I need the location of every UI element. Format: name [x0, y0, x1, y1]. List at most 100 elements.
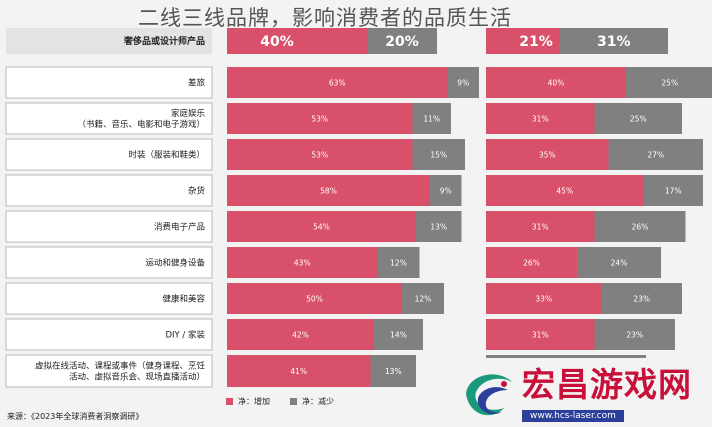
- data-label-decrease: 26%: [632, 223, 649, 232]
- data-label-increase: 31%: [532, 223, 549, 232]
- data-label-decrease: 9%: [440, 187, 452, 196]
- data-label-decrease: 25%: [630, 115, 647, 124]
- category-box: [5, 282, 213, 315]
- bar-decrease: [643, 175, 703, 206]
- overlay-title: 二线三线品牌，影响消费者的品质生活: [138, 6, 512, 30]
- data-label-decrease: 9%: [457, 79, 469, 88]
- data-label-increase: 35%: [539, 151, 556, 160]
- bar-increase: [486, 211, 595, 242]
- data-label-decrease: 27%: [647, 151, 664, 160]
- category-box: [6, 28, 212, 54]
- bar-decrease: [601, 283, 682, 314]
- watermark-logo: [466, 374, 512, 416]
- data-label-decrease: 15%: [430, 151, 447, 160]
- legend-label-decrease: 净：减少: [302, 397, 334, 406]
- data-label-increase: 63%: [329, 79, 346, 88]
- legend-swatch-increase: [226, 398, 233, 405]
- data-label-increase: 40%: [260, 34, 294, 50]
- legend-swatch-decrease: [290, 398, 297, 405]
- data-label-increase: 45%: [556, 187, 573, 196]
- bar-decrease: [370, 355, 416, 387]
- bar-decrease: [374, 319, 423, 350]
- data-label-increase: 43%: [294, 259, 311, 268]
- bar-decrease: [608, 139, 703, 170]
- bar-increase: [227, 175, 430, 206]
- category-box: [5, 246, 213, 279]
- source-note: 来源：《2023年全球消费者洞察调研》: [7, 412, 144, 421]
- data-label-increase: 33%: [535, 295, 552, 304]
- data-label-decrease: 11%: [423, 115, 440, 124]
- data-label-increase: 40%: [548, 79, 565, 88]
- category-box: [5, 174, 213, 207]
- data-label-increase: 31%: [532, 115, 549, 124]
- category-box: [5, 138, 213, 171]
- bar-decrease: [594, 211, 686, 242]
- legend: 净：增加 净：减少: [226, 396, 334, 407]
- data-label-decrease: 13%: [385, 367, 402, 376]
- bar-partial: [486, 355, 646, 358]
- bar-increase: [227, 211, 416, 242]
- bar-increase: [486, 175, 644, 206]
- data-label-decrease: 23%: [626, 331, 643, 340]
- category-box: [5, 210, 213, 243]
- category-label: 运动和健身设备: [145, 258, 205, 269]
- data-label-increase: 21%: [519, 34, 553, 50]
- watermark-name: 宏昌游戏网: [522, 364, 692, 404]
- data-label-increase: 50%: [306, 295, 323, 304]
- data-label-increase: 58%: [320, 187, 337, 196]
- bar-decrease: [412, 139, 465, 170]
- bar-increase: [227, 319, 374, 350]
- data-label-decrease: 12%: [390, 259, 407, 268]
- bar-decrease: [626, 67, 712, 98]
- category-label: 虚拟在线活动、课程或事件（健身课程、烹饪: [35, 361, 206, 372]
- data-label-increase: 31%: [532, 331, 549, 340]
- bar-increase: [486, 247, 577, 278]
- bar-increase: [227, 67, 448, 98]
- data-label-decrease: 13%: [430, 223, 447, 232]
- bar-increase: [486, 67, 626, 98]
- data-label-increase: 53%: [311, 115, 328, 124]
- legend-item-increase: 净：增加: [226, 396, 270, 407]
- data-label-decrease: 14%: [390, 331, 407, 340]
- category-label: 健康和美容: [162, 294, 205, 305]
- bar-increase: [227, 355, 371, 387]
- data-label-decrease: 25%: [661, 79, 678, 88]
- legend-label-increase: 净：增加: [238, 397, 270, 406]
- data-label-increase: 41%: [290, 367, 307, 376]
- category-label: 奢侈品或设计师产品: [123, 35, 205, 47]
- category-label: DIY / 家装: [165, 330, 205, 341]
- bar-increase: [486, 319, 595, 350]
- data-label-decrease: 20%: [385, 34, 419, 50]
- category-label: 消费电子产品: [154, 222, 205, 233]
- category-box: [5, 354, 213, 388]
- bar-decrease: [377, 247, 420, 278]
- bar-decrease: [447, 67, 479, 98]
- bar-increase: [486, 283, 602, 314]
- category-label: 家庭娱乐: [171, 108, 206, 119]
- bar-increase: [227, 28, 367, 54]
- data-label-increase: 42%: [292, 331, 309, 340]
- bar-increase: [227, 103, 413, 134]
- bar-increase: [227, 247, 378, 278]
- data-label-increase: 54%: [313, 223, 330, 232]
- watermark: 宏昌游戏网 www.hcs-laser.com: [458, 364, 692, 424]
- bar-decrease: [367, 28, 437, 54]
- data-label-decrease: 24%: [611, 259, 628, 268]
- bar-decrease: [594, 319, 675, 350]
- data-label-decrease: 23%: [633, 295, 650, 304]
- category-label: 时装（服装和鞋类）: [128, 150, 205, 161]
- bar-decrease: [577, 247, 661, 278]
- category-box: [5, 318, 213, 351]
- bar-increase: [227, 283, 402, 314]
- bar-increase: [486, 28, 560, 54]
- data-label-decrease: 31%: [597, 34, 631, 50]
- category-box: [5, 66, 213, 99]
- category-label: 活动、虚拟音乐会、现场直播活动）: [69, 372, 205, 383]
- category-label: 差旅: [188, 78, 206, 89]
- bar-decrease: [559, 28, 668, 54]
- bar-decrease: [412, 103, 451, 134]
- data-label-decrease: 17%: [665, 187, 682, 196]
- bar-increase: [486, 139, 609, 170]
- bar-decrease: [416, 211, 462, 242]
